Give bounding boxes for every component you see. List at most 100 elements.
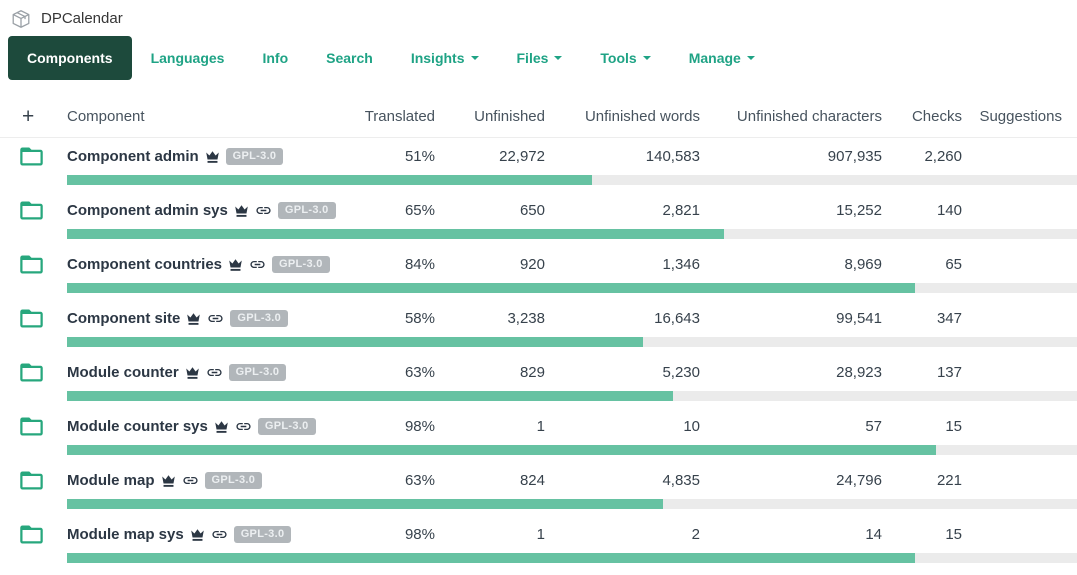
- checks-value: 2,260: [924, 148, 962, 165]
- progress-bar-fill: [67, 391, 673, 401]
- progress-bar-fill: [67, 499, 663, 509]
- component-link[interactable]: Module map sys: [67, 526, 184, 543]
- table-row[interactable]: Module map sys GPL-3.0 98% 1 2 14 15: [0, 516, 1077, 570]
- component-link[interactable]: Module map: [67, 472, 155, 489]
- crown-icon: [205, 150, 219, 163]
- tab-info[interactable]: Info: [262, 50, 289, 66]
- unfinished-words-value: 140,583: [645, 148, 700, 165]
- progress-bar-fill: [67, 229, 724, 239]
- crown-icon: [215, 420, 228, 433]
- translated-value: 84%: [404, 256, 435, 273]
- progress-bar-fill: [67, 175, 593, 185]
- license-badge: GPL-3.0: [257, 418, 316, 435]
- header-unfinished: Unfinished: [474, 108, 545, 125]
- unfinished-characters-value: 24,796: [836, 472, 882, 489]
- checks-value: 140: [936, 202, 962, 219]
- progress-bar: [67, 283, 1077, 293]
- unfinished-value: 824: [519, 472, 545, 489]
- app-header: DPCalendar: [0, 0, 1077, 30]
- component-link[interactable]: Module counter sys: [67, 418, 208, 435]
- folder-icon: [20, 363, 43, 382]
- link-icon: [250, 260, 265, 269]
- tab-components[interactable]: Components: [8, 36, 132, 80]
- folder-icon: [20, 417, 43, 436]
- tab-manage[interactable]: Manage: [670, 36, 774, 80]
- tab-languages[interactable]: Languages: [150, 50, 225, 66]
- progress-bar-fill: [67, 337, 643, 347]
- table-body: Component admin GPL-3.0 51% 22,972 140,5…: [0, 138, 1077, 570]
- tab-search[interactable]: Search: [326, 50, 373, 66]
- package-icon: [12, 9, 30, 28]
- header-suggestions: Suggestions: [979, 108, 1062, 125]
- folder-icon: [20, 525, 43, 544]
- header-translated: Translated: [364, 108, 435, 125]
- progress-bar: [67, 229, 1077, 239]
- component-link[interactable]: Module counter: [67, 364, 179, 381]
- license-badge: GPL-3.0: [225, 148, 284, 165]
- unfinished-characters-value: 99,541: [836, 310, 882, 327]
- table-row[interactable]: Module map GPL-3.0 63% 824 4,835 24,796 …: [0, 462, 1077, 516]
- unfinished-characters-value: 14: [865, 526, 882, 543]
- crown-icon: [187, 312, 201, 325]
- tab-tools[interactable]: Tools: [581, 36, 669, 80]
- crown-icon: [185, 366, 199, 379]
- license-badge: GPL-3.0: [204, 472, 263, 489]
- tab-insights[interactable]: Insights: [392, 36, 498, 80]
- checks-value: 137: [936, 364, 962, 381]
- unfinished-value: 22,972: [499, 148, 545, 165]
- component-link[interactable]: Component countries: [67, 256, 223, 273]
- folder-icon: [20, 309, 43, 328]
- table-row[interactable]: Component countries GPL-3.0 84% 920 1,34…: [0, 246, 1077, 300]
- unfinished-words-value: 4,835: [662, 472, 700, 489]
- tab-files[interactable]: Files: [498, 36, 582, 80]
- unfinished-value: 650: [519, 202, 545, 219]
- progress-bar: [67, 175, 1077, 185]
- add-component-button[interactable]: +: [22, 105, 35, 128]
- checks-value: 15: [945, 418, 962, 435]
- table-row[interactable]: Component site GPL-3.0 58% 3,238 16,643 …: [0, 300, 1077, 354]
- unfinished-words-value: 5,230: [662, 364, 700, 381]
- page-title: DPCalendar: [41, 10, 123, 27]
- folder-icon: [20, 255, 43, 274]
- progress-bar: [67, 553, 1077, 563]
- unfinished-words-value: 10: [683, 418, 700, 435]
- translated-value: 98%: [404, 526, 435, 543]
- unfinished-characters-value: 28,923: [836, 364, 882, 381]
- unfinished-words-value: 1,346: [662, 256, 700, 273]
- link-icon: [212, 530, 227, 539]
- component-link[interactable]: Component admin: [67, 148, 199, 165]
- header-unfinished-words: Unfinished words: [584, 108, 700, 125]
- table-row[interactable]: Module counter GPL-3.0 63% 829 5,230 28,…: [0, 354, 1077, 408]
- link-icon: [207, 368, 222, 377]
- checks-value: 65: [945, 256, 962, 273]
- nav-tabs: Components Languages Info Search Insight…: [8, 36, 1077, 80]
- header-checks: Checks: [911, 108, 962, 125]
- crown-icon: [229, 258, 242, 271]
- checks-value: 221: [936, 472, 962, 489]
- component-link[interactable]: Component site: [67, 310, 181, 327]
- unfinished-value: 1: [536, 418, 545, 435]
- license-badge: GPL-3.0: [272, 256, 330, 273]
- chevron-down-icon: [470, 56, 479, 60]
- folder-icon: [20, 201, 43, 220]
- progress-bar: [67, 337, 1077, 347]
- unfinished-value: 1: [536, 526, 545, 543]
- license-badge: GPL-3.0: [228, 364, 287, 381]
- checks-value: 347: [936, 310, 962, 327]
- unfinished-words-value: 2,821: [662, 202, 700, 219]
- component-link[interactable]: Component admin sys: [67, 202, 228, 219]
- link-icon: [182, 476, 198, 485]
- progress-bar: [67, 445, 1077, 455]
- folder-icon: [20, 471, 43, 490]
- components-table: + Component Translated Unfinished Unfini…: [0, 96, 1077, 570]
- unfinished-characters-value: 8,969: [844, 256, 882, 273]
- license-badge: GPL-3.0: [230, 310, 289, 327]
- crown-icon: [235, 204, 248, 217]
- table-row[interactable]: Module counter sys GPL-3.0 98% 1 10 57 1…: [0, 408, 1077, 462]
- unfinished-characters-value: 57: [865, 418, 882, 435]
- link-icon: [236, 422, 251, 431]
- table-row[interactable]: Component admin sys GPL-3.0 65% 650 2,82…: [0, 192, 1077, 246]
- unfinished-value: 920: [519, 256, 545, 273]
- table-row[interactable]: Component admin GPL-3.0 51% 22,972 140,5…: [0, 138, 1077, 192]
- crown-icon: [190, 528, 204, 541]
